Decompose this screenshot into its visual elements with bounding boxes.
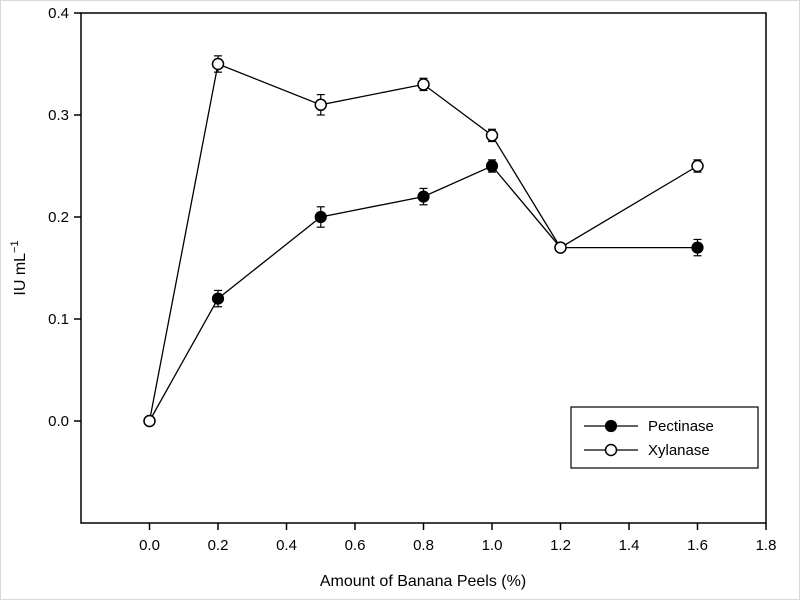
x-tick-label: 0.4 bbox=[276, 537, 297, 554]
filled-circle-marker bbox=[691, 241, 704, 254]
legend-box bbox=[570, 406, 759, 469]
open-circle-marker bbox=[314, 98, 327, 112]
y-axis-title: IU mL−1 bbox=[9, 240, 29, 295]
open-circle-marker bbox=[554, 241, 567, 254]
x-axis-title: Amount of Banana Peels (%) bbox=[320, 573, 526, 590]
x-tick-label: 1.0 bbox=[482, 537, 503, 554]
y-tick-label: 0.4 bbox=[48, 5, 69, 22]
open-circle-marker bbox=[417, 78, 430, 91]
legend-label: Xylanase bbox=[648, 442, 710, 459]
filled-circle-marker bbox=[417, 190, 430, 203]
x-tick-label: 1.6 bbox=[687, 537, 708, 554]
data-series bbox=[143, 55, 704, 428]
x-tick-label: 0.0 bbox=[139, 537, 160, 554]
x-tick-label: 1.2 bbox=[550, 537, 571, 554]
x-tick-label: 1.8 bbox=[756, 537, 777, 554]
filled-circle-marker bbox=[314, 210, 327, 224]
y-tick-label: 0.0 bbox=[48, 413, 69, 430]
legend: Pectinase Xylanase bbox=[570, 406, 759, 469]
filled-circle-marker bbox=[485, 159, 499, 173]
x-tick-label: 1.4 bbox=[619, 537, 640, 554]
filled-circle-legend-marker bbox=[604, 419, 618, 433]
x-tick-label: 0.2 bbox=[208, 537, 229, 554]
y-tick-label: 0.3 bbox=[48, 107, 69, 124]
open-circle-marker bbox=[691, 159, 704, 173]
y-tick-label: 0.1 bbox=[48, 311, 69, 328]
legend-label: Pectinase bbox=[648, 418, 714, 435]
y-axis: 0.0 0.1 0.2 0.3 0.4 bbox=[48, 5, 81, 430]
filled-circle-marker bbox=[211, 292, 225, 305]
open-circle-marker bbox=[143, 414, 156, 428]
y-tick-label: 0.2 bbox=[48, 209, 69, 226]
x-axis: 0.0 0.2 0.4 0.6 0.8 1.0 1.2 1.4 1.6 1.8 bbox=[139, 523, 776, 554]
x-tick-label: 0.8 bbox=[413, 537, 434, 554]
open-circle-marker bbox=[485, 129, 499, 142]
open-circle-legend-marker bbox=[604, 443, 618, 457]
open-circle-marker bbox=[211, 57, 225, 71]
series-xylanase bbox=[143, 55, 704, 428]
x-tick-label: 0.6 bbox=[345, 537, 366, 554]
